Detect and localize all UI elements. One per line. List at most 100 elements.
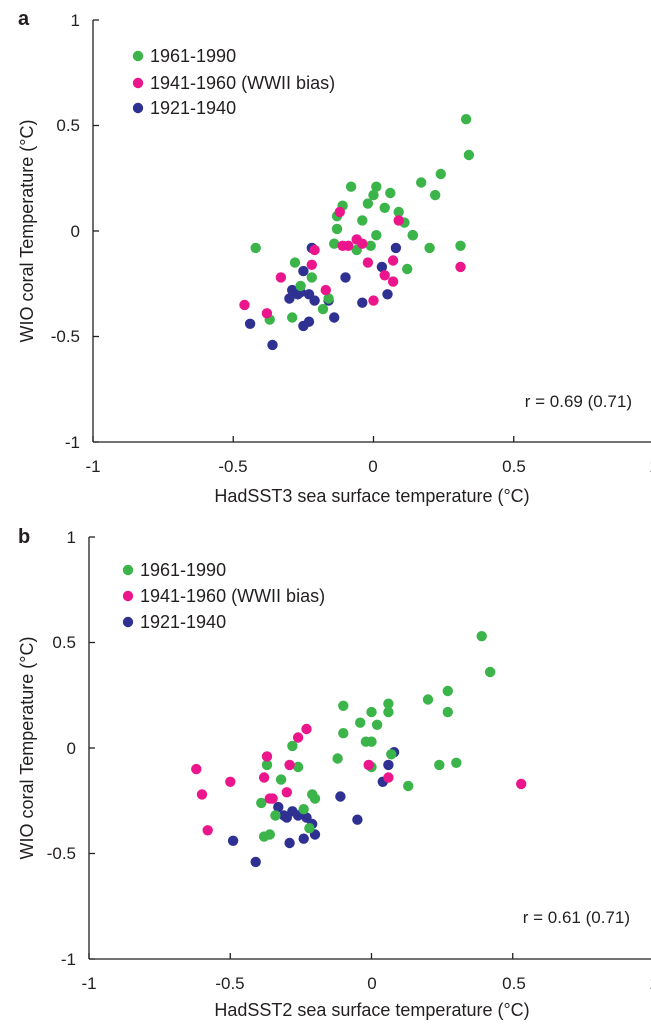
panel-label-a: a [18,8,30,30]
data-point [256,797,267,809]
data-point [463,149,475,161]
data-point [227,835,239,846]
x-axis-title-b: HadSST2 sea surface temperature (°C) [214,1000,529,1020]
data-point [382,289,393,300]
y-tick-label: 0.5 [56,116,80,135]
data-point [301,723,312,735]
data-point [275,272,287,283]
data-point [416,177,427,188]
data-point [306,272,317,283]
data-point [343,240,354,251]
data-point [338,700,349,711]
data-point [281,787,292,798]
data-point [292,761,304,773]
data-point [323,293,334,304]
data-point [455,240,466,251]
y-tick-label: 0.5 [52,633,76,652]
y-tick-label: 1 [71,11,80,30]
data-point [273,801,284,813]
y-axis-title-b: WIO coral Temperature (°C) [17,637,37,860]
data-point [284,759,295,771]
data-point [306,259,317,270]
data-point [383,772,394,783]
data-point [393,206,404,218]
data-point [393,215,404,226]
data-point [442,685,453,697]
data-point [403,780,414,792]
data-point [484,666,496,678]
legend-marker [122,616,134,628]
legend-label: 1961-1990 [140,560,226,580]
data-point [355,717,366,728]
data-point [196,789,208,800]
data-point [516,778,527,790]
x-tick-label: -1 [85,457,100,476]
legend-marker [122,590,134,602]
x-tick-label: -1 [81,974,96,993]
y-tick-label: -0.5 [47,844,76,863]
ticks-b [88,536,514,960]
data-point [329,312,340,323]
data-point [295,280,306,292]
y-tick-label: 0 [71,222,80,241]
data-point [335,791,346,802]
data-point [407,230,418,241]
data-point [298,265,309,277]
data-point [387,276,399,287]
data-point [442,706,453,718]
data-point [386,749,397,760]
legend-b: 1961-1990 1941-1960 (WWII bias) 1921-194… [122,560,325,632]
data-point [362,257,374,268]
data-point [371,719,383,730]
data-point [357,238,368,249]
data-point [267,339,278,351]
data-point [298,833,309,844]
data-point [261,751,273,762]
data-point [250,242,261,254]
chart-panel-b: b 1 0.5 0 -0.5 -1 -1 -0.5 0 0.5 1 HadSST… [17,526,651,1020]
correlation-annotation-a: r = 0.69 (0.71) [525,392,632,411]
legend-marker [132,77,144,89]
data-point [362,198,374,209]
data-point [385,187,396,199]
data-point [284,837,295,849]
y-tick-label: -0.5 [51,327,80,346]
data-point [352,814,363,825]
data-point [365,240,376,251]
ticks-a [92,19,515,443]
data-point [424,242,435,254]
data-point [338,728,349,739]
data-point [345,181,357,192]
data-point [261,759,273,771]
data-point [455,261,466,273]
x-tick-label: 0.5 [502,974,526,993]
data-point [363,759,374,771]
data-point [383,706,394,718]
data-point [379,270,390,281]
data-point [304,823,315,834]
data-point [460,114,472,125]
data-point [383,759,394,771]
points-layer-a [239,114,475,351]
data-point [292,732,304,743]
y-tick-label: 0 [67,739,76,758]
data-point [434,759,445,771]
data-point [309,793,321,804]
data-point [383,698,394,709]
x-tick-label: -0.5 [215,974,244,993]
legend-label: 1961-1990 [150,46,236,66]
legend-a: 1961-1990 1941-1960 (WWII bias) 1921-194… [132,46,335,118]
x-tick-label: 0.5 [502,457,526,476]
chart-panel-a: a 1 0.5 0 -0.5 -1 -1 -0.5 0 0.5 1 HadSST… [17,8,651,506]
data-point [309,295,320,306]
data-point [320,284,331,296]
data-point [287,740,298,752]
data-point [289,257,301,268]
data-point [267,793,278,804]
data-point [368,189,379,201]
data-point [430,189,441,201]
data-point [309,244,320,256]
y-tick-label: 1 [67,528,76,547]
legend-marker [122,564,134,576]
legend-label: 1921-1940 [150,98,236,118]
